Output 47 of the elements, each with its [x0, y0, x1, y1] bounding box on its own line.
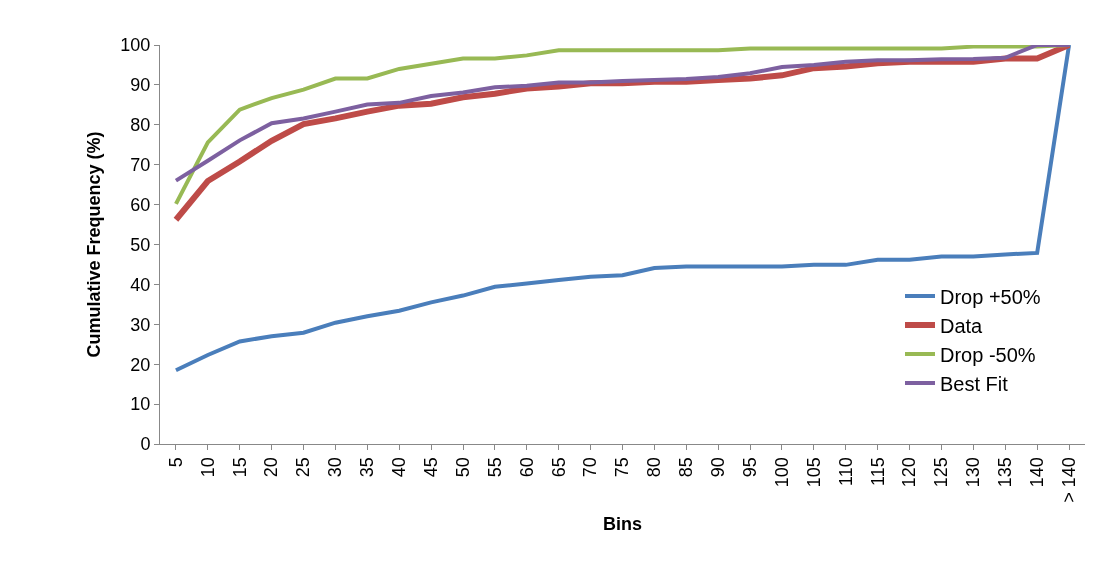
y-tick-label: 70	[130, 155, 151, 175]
x-tick-label: 50	[452, 457, 473, 478]
legend-label: Drop -50%	[940, 343, 1036, 366]
legend-label: Best Fit	[940, 372, 1009, 395]
y-tick-label: 10	[130, 394, 151, 415]
y-tick-label: 40	[130, 274, 151, 295]
x-tick-label: 135	[995, 457, 1016, 488]
x-tick-label: 35	[357, 457, 378, 478]
x-tick-label: 65	[548, 457, 569, 478]
x-tick-label: 95	[739, 457, 760, 478]
x-axis-title: Bins	[602, 513, 643, 534]
x-tick-label: 130	[963, 457, 984, 488]
x-tick-label: 120	[899, 457, 920, 488]
x-tick-label: 5	[165, 457, 186, 468]
x-tick-label: 55	[484, 457, 505, 478]
x-tick-label: 45	[420, 457, 441, 478]
x-tick-label: 125	[931, 457, 952, 488]
x-tick-label: 25	[293, 457, 314, 478]
y-tick-label: 30	[130, 314, 151, 335]
x-tick-label: 115	[867, 457, 888, 486]
x-tick-label: 70	[580, 457, 601, 478]
x-tick-label: 40	[389, 457, 410, 478]
y-axis-title: Cumulative Frequency (%)	[83, 131, 104, 358]
x-tick-label: 80	[644, 457, 665, 478]
y-tick-label: 60	[130, 194, 151, 215]
x-tick-label: 60	[516, 457, 537, 478]
x-tick-label: 110	[835, 457, 856, 486]
x-tick-label: 140	[1027, 457, 1048, 488]
x-tick-label: 10	[197, 457, 218, 478]
y-tick-label: 50	[130, 234, 151, 255]
y-tick-label: 20	[130, 354, 151, 375]
x-tick-label: 75	[612, 457, 633, 478]
y-tick-label: 100	[120, 35, 151, 56]
x-tick-label: > 140	[1058, 457, 1079, 503]
x-tick-label: 85	[676, 457, 697, 478]
y-tick-label: 90	[130, 75, 151, 96]
line-series	[173, 45, 1072, 373]
x-tick-label: 105	[803, 457, 824, 488]
y-tick-label: 80	[130, 115, 151, 136]
x-tick-label: 30	[325, 457, 346, 478]
x-tick-label: 90	[708, 457, 729, 478]
y-tick-label: 0	[140, 434, 151, 455]
x-tick-label: 20	[261, 457, 282, 478]
legend-label: Data	[940, 314, 984, 337]
x-tick-label: 100	[771, 457, 792, 488]
legend-label: Drop +50%	[940, 285, 1041, 308]
x-tick-label: 15	[229, 457, 250, 478]
